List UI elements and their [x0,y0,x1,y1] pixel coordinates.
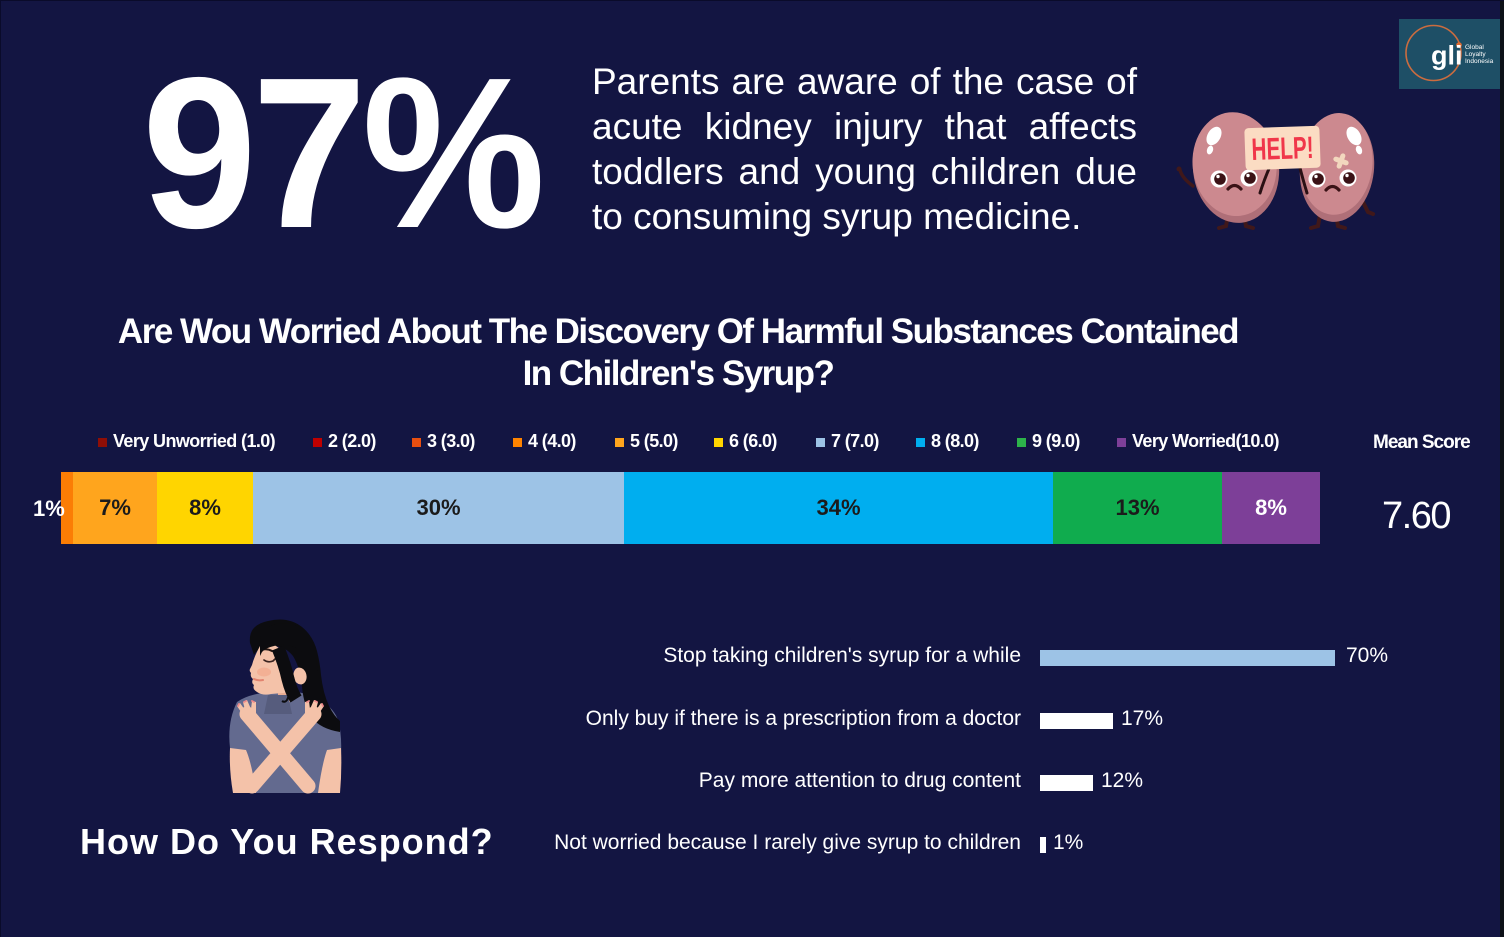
svg-text:gli: gli [1431,40,1463,70]
svg-text:Global: Global [1465,44,1484,51]
svg-text:Indonesia: Indonesia [1465,58,1494,65]
svg-text:Loyalty: Loyalty [1465,51,1486,58]
svg-text:HELP!: HELP! [1251,130,1314,167]
